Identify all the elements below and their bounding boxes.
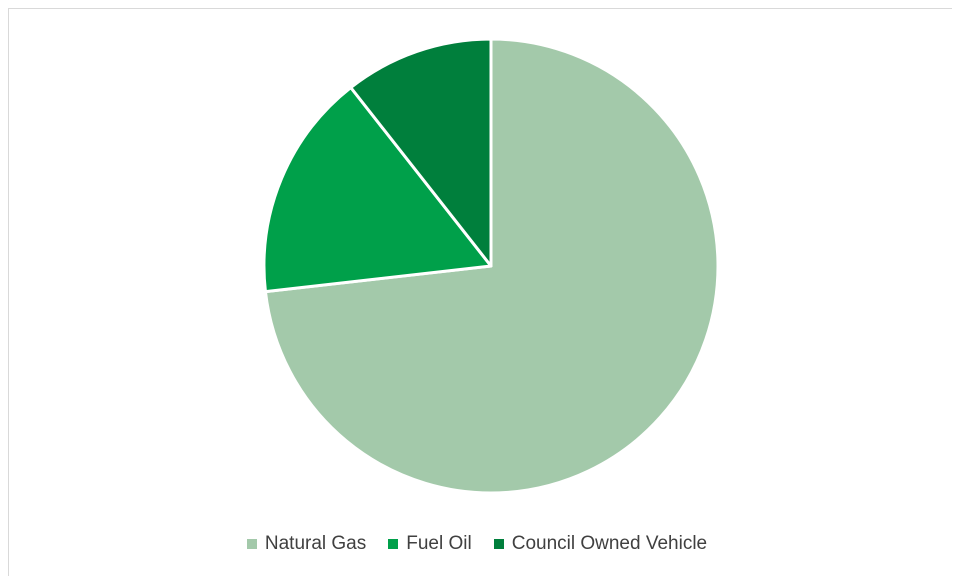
legend: Natural Gas Fuel Oil Council Owned Vehic… <box>0 533 954 555</box>
legend-label-natural-gas: Natural Gas <box>264 533 367 554</box>
pie-slice-council-owned-vehicle <box>349 37 493 268</box>
legend-item-natural-gas: Natural Gas <box>246 533 367 555</box>
legend-label-council-owned-vehicle: Council Owned Vehicle <box>511 533 708 554</box>
legend-label-fuel-oil: Fuel Oil <box>406 533 472 554</box>
pie-slice-fuel-oil <box>262 86 493 294</box>
legend-swatch-fuel-oil <box>388 539 399 549</box>
legend-swatch-natural-gas <box>246 539 257 549</box>
legend-item-fuel-oil: Fuel Oil <box>388 533 472 555</box>
legend-item-council-owned-vehicle: Council Owned Vehicle <box>493 533 708 555</box>
legend-swatch-council-owned-vehicle <box>493 539 504 549</box>
